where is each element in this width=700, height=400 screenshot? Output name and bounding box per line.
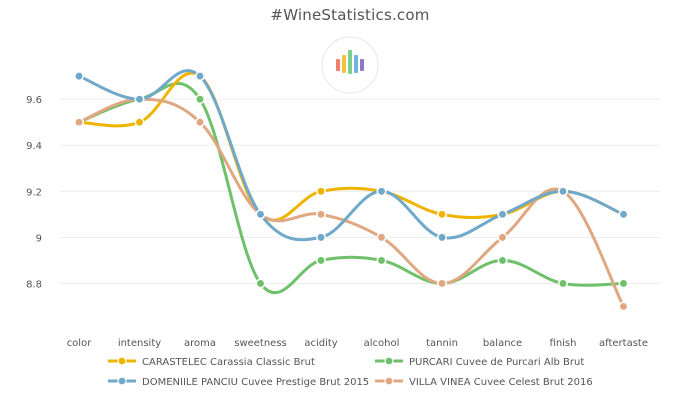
legend-marker[interactable] [117, 376, 127, 386]
x-tick-label: tannin [426, 338, 458, 349]
legend-marker[interactable] [384, 356, 394, 366]
data-point[interactable] [316, 232, 326, 243]
data-point[interactable] [376, 232, 387, 243]
legend-label[interactable]: CARASTELEC Carassia Classic Brut [142, 357, 315, 368]
data-point[interactable] [195, 94, 205, 105]
data-point[interactable] [437, 209, 447, 220]
data-point[interactable] [618, 278, 629, 289]
series-line [77, 69, 625, 242]
data-point[interactable] [558, 278, 568, 289]
x-tick-label: balance [483, 338, 522, 349]
logo-bar [354, 55, 358, 73]
y-tick-label: 9.6 [26, 95, 42, 106]
legend-label[interactable]: PURCARI Cuvee de Purcari Alb Brut [409, 357, 584, 368]
data-point[interactable] [255, 278, 266, 289]
y-tick-label: 9.4 [26, 141, 42, 152]
data-point[interactable] [618, 209, 629, 220]
logo-bar [342, 55, 346, 73]
legend-marker[interactable] [384, 376, 394, 386]
x-tick-label: sweetness [234, 338, 287, 349]
data-point[interactable] [316, 209, 326, 220]
logo-bar [348, 50, 352, 74]
data-point[interactable] [255, 209, 266, 220]
x-tick-label: intensity [118, 338, 161, 349]
x-tick-label: color [67, 338, 93, 349]
logo-bar [360, 59, 364, 71]
y-tick-label: 9 [36, 233, 42, 244]
data-point[interactable] [134, 94, 145, 105]
x-tick-label: aftertaste [599, 338, 648, 349]
x-tick-label: alcohol [364, 338, 400, 349]
legend-marker[interactable] [117, 356, 127, 366]
data-point[interactable] [558, 186, 568, 197]
data-point[interactable] [618, 301, 629, 312]
data-point[interactable] [195, 71, 205, 82]
data-point[interactable] [497, 255, 508, 266]
data-point[interactable] [437, 278, 447, 289]
y-tick-label: 8.8 [26, 279, 42, 290]
data-point[interactable] [316, 255, 326, 266]
legend-label[interactable]: DOMENIILE PANCIU Cuvee Prestige Brut 201… [142, 377, 369, 388]
data-point[interactable] [437, 232, 447, 243]
x-tick-label: aroma [184, 338, 216, 349]
series-line [77, 71, 625, 222]
data-point[interactable] [74, 71, 84, 82]
data-point[interactable] [376, 255, 387, 266]
data-point[interactable] [316, 186, 326, 197]
data-point[interactable] [376, 186, 387, 197]
legend-label[interactable]: VILLA VINEA Cuvee Celest Brut 2016 [409, 377, 593, 388]
chart-title: #WineStatistics.com [270, 6, 430, 24]
data-point[interactable] [134, 117, 145, 128]
data-point[interactable] [497, 232, 508, 243]
y-tick-label: 9.2 [26, 187, 42, 198]
data-point[interactable] [74, 117, 84, 128]
logo-bar [336, 59, 340, 71]
data-point[interactable] [195, 117, 205, 128]
data-point[interactable] [497, 209, 508, 220]
x-tick-label: finish [550, 338, 577, 349]
series-line [77, 97, 625, 308]
x-tick-label: acidity [304, 338, 337, 349]
